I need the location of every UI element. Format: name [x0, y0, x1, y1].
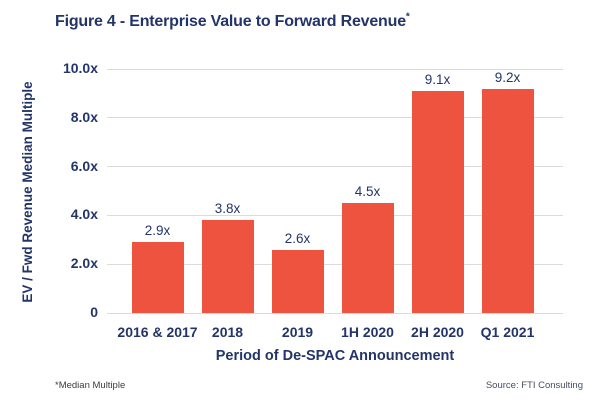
- footnote: *Median Multiple: [55, 380, 126, 391]
- gridline: [107, 263, 563, 265]
- x-category-label: Q1 2021: [480, 324, 535, 340]
- bar-Q1 2021: [481, 88, 534, 313]
- bar-value-label: 9.2x: [494, 69, 521, 85]
- bar-1H 2020: [341, 203, 394, 313]
- gridline: [107, 312, 563, 314]
- gridline: [107, 214, 563, 216]
- bar-2H 2020: [411, 90, 464, 313]
- bar-value-label: 4.5x: [354, 184, 381, 200]
- chart-title: Figure 4 - Enterprise Value to Forward R…: [55, 11, 410, 31]
- y-axis-title: EV / Fwd Revenue Median Multiple: [20, 81, 35, 303]
- y-tick-label: 6.0x: [70, 157, 98, 174]
- gridline: [107, 117, 563, 119]
- source-credit: Source: FTI Consulting: [485, 380, 583, 391]
- bar-2016 & 2017: [131, 242, 184, 313]
- y-tick-label: 10.0x: [62, 60, 98, 76]
- x-category-label: 2016 & 2017: [117, 324, 198, 340]
- bar-value-label: 3.8x: [214, 201, 241, 217]
- bar-chart-plot-area: 2.9x 3.8x 2.6x 4.5x 9.1x 9.2x: [107, 68, 563, 314]
- x-category-label: 1H 2020: [341, 324, 394, 340]
- bar-value-label: 2.9x: [144, 223, 171, 239]
- chart-title-superscript: *: [405, 11, 410, 23]
- y-tick-label: 8.0x: [70, 108, 98, 125]
- bar-value-label: 2.6x: [284, 230, 311, 246]
- gridline: [107, 68, 563, 70]
- y-tick-label: 4.0x: [70, 206, 98, 223]
- bar-2019: [271, 249, 324, 313]
- bar-value-label: 9.1x: [424, 71, 451, 87]
- gridline: [107, 166, 563, 168]
- bar-2018: [201, 220, 254, 313]
- y-tick-label: 0: [90, 304, 98, 320]
- y-tick-label: 2.0x: [70, 255, 98, 272]
- x-category-label: 2018: [211, 324, 244, 340]
- x-category-label: 2019: [281, 324, 314, 340]
- x-axis-title: Period of De-SPAC Announcement: [215, 348, 455, 364]
- chart-title-text: Figure 4 - Enterprise Value to Forward R…: [55, 13, 406, 30]
- x-category-label: 2H 2020: [411, 324, 464, 340]
